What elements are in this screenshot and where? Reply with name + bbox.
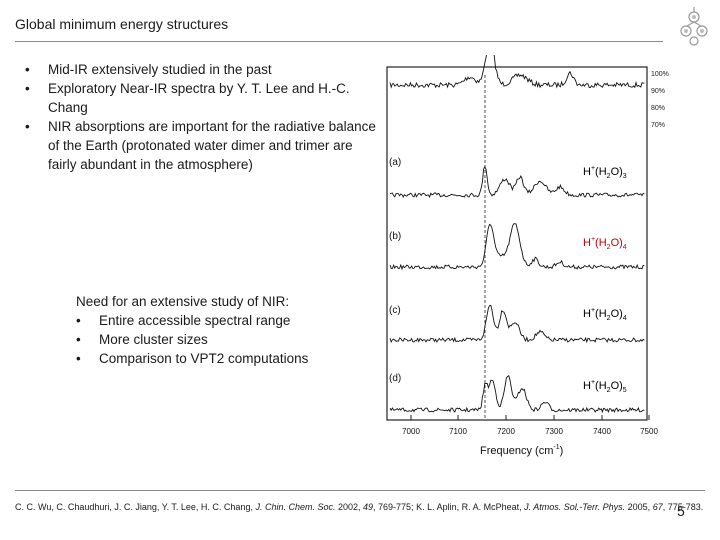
spectra-figure: 100% 90% 80% 70% (a) (b) (c) (d) H+(H2O)… xyxy=(386,55,669,457)
main-bullet-list: Mid-IR extensively studied in the past E… xyxy=(25,60,380,174)
need-item: Entire accessible spectral range xyxy=(76,311,376,330)
cluster-label-d: H+(H2O)5 xyxy=(583,379,627,394)
atmospheric-transmission-trace xyxy=(389,55,645,89)
transmission-tick: 70% xyxy=(651,122,665,129)
need-item: Comparison to VPT2 computations xyxy=(76,349,376,368)
title-divider xyxy=(15,41,663,42)
x-axis-label: Frequency (cm-1) xyxy=(480,444,563,457)
panel-letter: (a) xyxy=(389,157,401,168)
x-tick-label: 7000 xyxy=(402,427,420,436)
need-item: More cluster sizes xyxy=(76,330,376,349)
x-tick-label: 7200 xyxy=(497,427,515,436)
x-tick-label: 7300 xyxy=(545,427,563,436)
reference-citation: C. C. Wu, C. Chaudhuri, J. C. Jiang, Y. … xyxy=(15,502,704,512)
bullet-item: Mid-IR extensively studied in the past xyxy=(25,60,380,79)
cluster-label-c: H+(H2O)4 xyxy=(583,307,627,322)
panel-letter: (c) xyxy=(389,305,401,316)
bullet-item: Exploratory Near-IR spectra by Y. T. Lee… xyxy=(25,79,380,117)
plot-frame xyxy=(386,66,648,421)
footer-divider xyxy=(15,490,705,491)
need-block: Need for an extensive study of NIR: Enti… xyxy=(76,292,376,368)
panel-letter: (b) xyxy=(389,231,401,242)
bullet-item: NIR absorptions are important for the ra… xyxy=(25,117,380,174)
transmission-tick: 90% xyxy=(651,88,665,95)
cluster-label-b: H+(H2O)4 xyxy=(583,236,627,251)
x-tick-label: 7500 xyxy=(640,427,658,436)
spectrum-trace-c xyxy=(389,304,645,344)
panel-letter: (d) xyxy=(389,373,401,384)
spectrum-trace-d xyxy=(389,374,645,414)
transmission-tick: 100% xyxy=(651,71,669,78)
page-number: 5 xyxy=(677,503,685,519)
spectrum-trace-a xyxy=(389,165,645,199)
need-heading: Need for an extensive study of NIR: xyxy=(76,294,290,309)
x-tick-label: 7400 xyxy=(593,427,611,436)
slide-title: Global minimum energy structures xyxy=(15,16,229,32)
transmission-tick: 80% xyxy=(651,105,665,112)
spectrum-trace-b xyxy=(389,223,645,271)
cluster-label-a: H+(H2O)3 xyxy=(583,165,627,180)
logo-icon xyxy=(680,7,708,46)
x-tick-label: 7100 xyxy=(449,427,467,436)
